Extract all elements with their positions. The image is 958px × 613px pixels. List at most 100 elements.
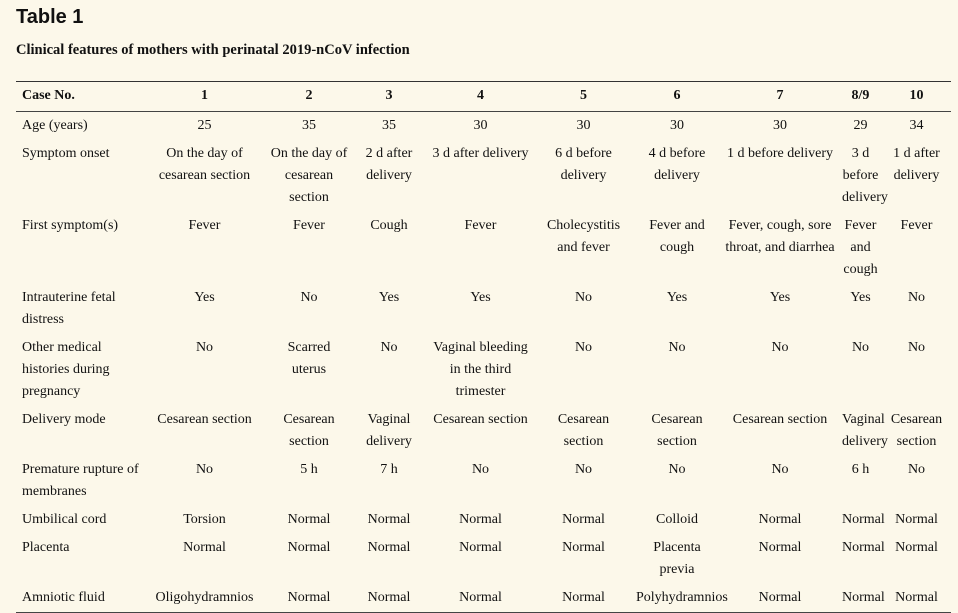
table-cell: 3 d before delivery bbox=[842, 146, 888, 205]
table-cell: 4 d before delivery bbox=[648, 146, 706, 183]
table-cell: Fever and cough bbox=[843, 218, 878, 277]
table-cell: Vaginal delivery bbox=[366, 412, 412, 449]
table-cell: Normal bbox=[562, 540, 605, 555]
table-cell: No bbox=[380, 340, 398, 355]
table-row: First symptom(s) Fever Fever Cough Fever Chol… bbox=[16, 212, 951, 284]
table-cell: Normal bbox=[287, 512, 331, 527]
table-cell: Normal bbox=[367, 590, 411, 605]
table-cell: Fever, cough, sore throat, and diarrhea bbox=[725, 218, 835, 255]
table-cell: Normal bbox=[367, 512, 411, 527]
header-cell-case-6: 6 bbox=[673, 88, 681, 103]
table-row: Umbilical cord Torsion Normal Normal Normal N… bbox=[16, 506, 951, 534]
table-cell: 3 d after delivery bbox=[432, 146, 529, 161]
table-cell: Yes bbox=[850, 290, 871, 305]
table-cell: On the day of cesarean section bbox=[158, 146, 251, 183]
table-cell: Normal bbox=[459, 590, 502, 605]
table-cell: 1 d before delivery bbox=[726, 146, 834, 161]
table-cell: Normal bbox=[562, 590, 605, 605]
table-cell: Fever bbox=[464, 218, 497, 233]
table-cell: Cesarean section bbox=[283, 412, 335, 449]
table-cell: Normal bbox=[562, 512, 605, 527]
row-label: Placenta bbox=[22, 540, 70, 555]
table-cell: 30 bbox=[473, 118, 488, 133]
table-cell: Normal bbox=[459, 512, 502, 527]
table-cell: Cesarean section bbox=[433, 412, 528, 427]
table-cell: No bbox=[851, 340, 870, 355]
table-cell: Normal bbox=[895, 540, 938, 555]
table-cell: 2 d after delivery bbox=[365, 146, 413, 183]
table-cell: Oligohydramnios bbox=[155, 590, 254, 605]
table-cell: Cesarean section bbox=[651, 412, 703, 449]
table-cell: Normal bbox=[758, 540, 802, 555]
table-cell: Colloid bbox=[655, 512, 698, 527]
table-cell: Cesarean section bbox=[557, 412, 610, 449]
table-cell: Scarred uterus bbox=[287, 340, 331, 377]
table-cell: 7 h bbox=[380, 462, 398, 477]
table-title: Table 1 bbox=[16, 6, 84, 28]
table-cell: No bbox=[668, 462, 686, 477]
table-cell: Fever bbox=[900, 218, 933, 233]
table-cell: No bbox=[300, 290, 318, 305]
table-row: Premature rupture of membranes No 5 h 7 h No… bbox=[16, 456, 951, 506]
table-cell: No bbox=[195, 340, 214, 355]
table-cell: No bbox=[771, 340, 789, 355]
row-label: Age (years) bbox=[22, 118, 88, 133]
table-body: Age (years) 25 35 35 30 30 30 30 29 34 Symptom ons… bbox=[16, 112, 951, 613]
table-cell: Cesarean section bbox=[157, 412, 252, 427]
table-cell: Normal bbox=[758, 512, 802, 527]
table-cell: No bbox=[574, 290, 593, 305]
row-label: Other medical histories during pregnancy bbox=[22, 340, 110, 399]
table-cell: 30 bbox=[576, 118, 591, 133]
table-cell: 30 bbox=[773, 118, 787, 133]
table-cell: Cesarean section bbox=[890, 412, 943, 449]
table-cell: Cough bbox=[370, 218, 408, 233]
table-cell: No bbox=[907, 290, 926, 305]
header-cell-case-3: 3 bbox=[385, 88, 393, 103]
table-cell: Normal bbox=[758, 590, 802, 605]
table-cell: 35 bbox=[382, 118, 396, 133]
table-row: Other medical histories during pregnancy… bbox=[16, 334, 951, 406]
table-cell: 35 bbox=[302, 118, 316, 133]
table-cell: Yes bbox=[666, 290, 688, 305]
table-cell: No bbox=[574, 462, 593, 477]
table-cell: 1 d after delivery bbox=[893, 146, 940, 183]
row-label: Symptom onset bbox=[22, 146, 110, 161]
header-cell-case-7: 7 bbox=[776, 88, 784, 103]
table-cell: Yes bbox=[194, 290, 215, 305]
table-cell: Yes bbox=[378, 290, 400, 305]
table-cell: Normal bbox=[895, 512, 938, 527]
table-cell: Normal bbox=[842, 590, 885, 605]
table-row: Placenta Normal Normal Normal Normal Normal Pl… bbox=[16, 534, 951, 584]
header-cell-case-no: Case No. bbox=[22, 88, 75, 103]
table-cell: Fever bbox=[188, 218, 221, 233]
header-cell-case-8-9: 8/9 bbox=[851, 88, 870, 103]
table-cell: 5 h bbox=[300, 462, 318, 477]
table-row: Delivery mode Cesarean section Cesarean se… bbox=[16, 406, 951, 456]
table-cell: 34 bbox=[909, 118, 924, 133]
header-cell-case-4: 4 bbox=[477, 88, 484, 103]
table-cell: Polyhydramnios bbox=[636, 590, 728, 605]
row-label: First symptom(s) bbox=[22, 218, 119, 233]
table-cell: Normal bbox=[367, 540, 411, 555]
table-row: Age (years) 25 35 35 30 30 30 30 29 34 bbox=[16, 112, 951, 141]
table-cell: Vaginal bleeding in the third trimester bbox=[433, 340, 528, 399]
table-cell: Normal bbox=[842, 540, 885, 555]
header-cell-case-10: 10 bbox=[909, 88, 924, 103]
table-cell: Yes bbox=[470, 290, 491, 305]
table-cell: No bbox=[907, 462, 926, 477]
row-label: Amniotic fluid bbox=[22, 590, 105, 605]
table-row: Symptom onset On the day of cesarean sect… bbox=[16, 140, 951, 212]
header-cell-case-5: 5 bbox=[580, 88, 587, 103]
table-cell: Fever bbox=[293, 218, 325, 233]
row-label: Umbilical cord bbox=[22, 512, 107, 527]
table-caption: Clinical features of mothers with perina… bbox=[16, 42, 410, 58]
table-cell: No bbox=[771, 462, 789, 477]
table-cell: Normal bbox=[459, 540, 502, 555]
table-cell: Normal bbox=[287, 540, 331, 555]
table-cell: Cesarean section bbox=[732, 412, 828, 427]
table-cell: 6 h bbox=[851, 462, 870, 477]
row-label: Premature rupture of membranes bbox=[22, 462, 139, 499]
table-cell: No bbox=[574, 340, 593, 355]
clinical-features-table: Case No. 1 2 3 4 5 6 7 8/9 10 Age (years… bbox=[16, 81, 951, 613]
table-cell: Torsion bbox=[183, 512, 226, 527]
